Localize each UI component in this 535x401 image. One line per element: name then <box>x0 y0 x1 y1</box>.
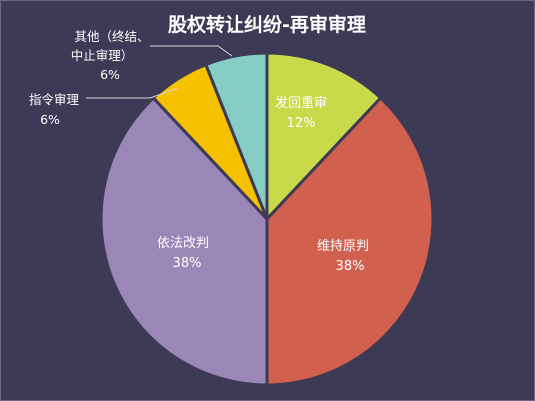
slice-value-weichi: 38% <box>336 259 365 274</box>
slice-value-fahui: 12% <box>287 116 316 131</box>
slice-label-qita-line2: 中止审理） <box>71 48 134 63</box>
leader-line-qita <box>150 45 233 57</box>
slice-label-weichi: 维持原判 <box>317 239 369 254</box>
slice-label-zhiling: 指令审理 <box>29 92 80 107</box>
slice-fahui-chongshen <box>265 51 383 221</box>
slice-yifa-gaipan <box>99 96 269 387</box>
slice-label-yifa-value: 38% <box>173 256 202 271</box>
slice-label-yifa: 依法改判 <box>157 236 209 251</box>
slice-label-fahui: 发回重审 <box>275 95 327 111</box>
slice-weichi-yuanpan <box>265 96 435 387</box>
leader-line-zhiling <box>86 87 179 99</box>
slice-label-qita-line1: 其他（终结、 <box>74 29 149 44</box>
chart-title: 股权转让纠纷-再审审理 <box>168 13 366 36</box>
slice-value-zhiling: 6% <box>40 112 60 127</box>
slice-qita <box>204 51 269 221</box>
slice-value-qita: 6% <box>100 67 120 82</box>
